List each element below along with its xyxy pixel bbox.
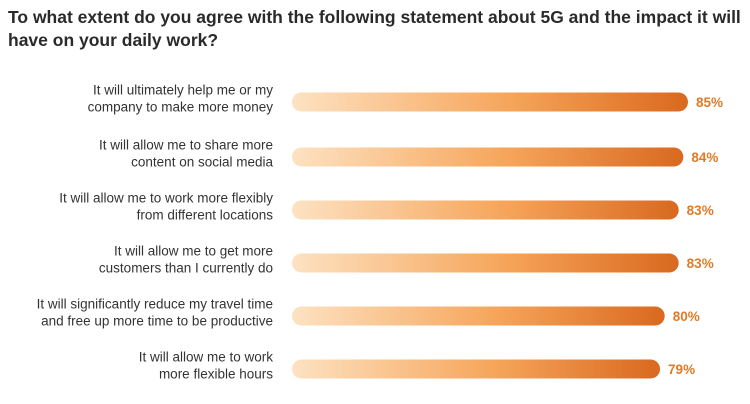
bar — [292, 253, 679, 273]
value-label: 83% — [687, 203, 714, 218]
value-label: 85% — [696, 95, 723, 110]
category-label: It will allow me to work more flexible ho… — [139, 350, 274, 382]
bar — [292, 200, 679, 220]
category-label: It will ultimately help me or my company … — [88, 83, 274, 115]
category-label: It will allow me to work more flexibly fr… — [59, 191, 273, 223]
value-label: 83% — [687, 256, 714, 271]
category-label: It will allow me to get more customers th… — [99, 244, 273, 276]
value-label: 79% — [668, 362, 695, 377]
chart-title: To what extent do you agree with the fol… — [8, 7, 741, 50]
category-label: It will significantly reduce my travel t… — [37, 297, 273, 329]
bar — [292, 306, 665, 326]
value-label: 84% — [691, 150, 718, 165]
category-label: It will allow me to share more content on… — [99, 138, 274, 170]
value-label: 80% — [673, 309, 700, 324]
bars-layer: It will ultimately help me or my company … — [37, 83, 723, 382]
bar — [292, 147, 684, 167]
bar — [292, 359, 661, 379]
bar — [292, 92, 688, 112]
